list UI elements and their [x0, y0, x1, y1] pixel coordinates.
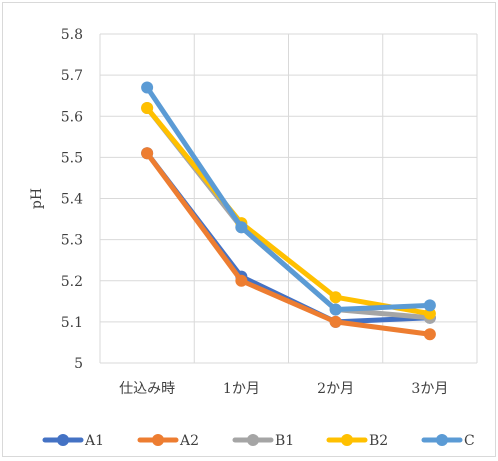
- y-tick-label: 5.3: [61, 233, 83, 249]
- chart-container: 5 5.1 5.2 5.3 5.4 5.5 5.6 5.7 5.8 仕込み時 1か月 2か月 3か月 …: [2, 2, 496, 457]
- legend-item: A2: [137, 433, 199, 449]
- series-line: [144, 150, 433, 337]
- series-lines: [141, 81, 436, 341]
- data-point: [423, 307, 436, 320]
- data-point: [235, 221, 248, 234]
- legend-item: B2: [326, 433, 388, 449]
- legend: A1 A2 B1 B2 C: [42, 433, 475, 449]
- legend-label: C: [464, 433, 475, 449]
- legend-swatch-marker: [436, 434, 448, 446]
- data-point: [423, 299, 436, 312]
- data-point: [141, 102, 154, 115]
- legend-label: B1: [275, 433, 294, 449]
- data-point: [141, 147, 154, 160]
- y-tick-label: 5.5: [61, 150, 83, 166]
- data-point: [141, 81, 154, 94]
- legend-label: A2: [179, 433, 199, 449]
- y-tick-label: 5.6: [61, 109, 83, 125]
- x-tick-label: 2か月: [317, 381, 354, 397]
- legend-item: B1: [232, 433, 294, 449]
- x-tick-label: 1か月: [223, 381, 260, 397]
- x-axis-ticks: 仕込み時 1か月 2か月 3か月: [119, 381, 448, 397]
- legend-item: A1: [42, 433, 104, 449]
- series-c: [141, 81, 436, 316]
- legend-swatch-marker: [152, 434, 164, 446]
- legend-swatch-marker: [57, 434, 69, 446]
- data-point: [235, 274, 248, 287]
- x-tick-label: 仕込み時: [119, 381, 175, 397]
- y-axis-title: pH: [29, 188, 45, 209]
- y-tick-label: 5.4: [61, 192, 83, 208]
- data-point: [329, 303, 342, 316]
- data-point: [329, 315, 342, 328]
- data-point: [423, 328, 436, 341]
- legend-swatch-marker: [247, 434, 259, 446]
- y-axis-ticks: 5 5.1 5.2 5.3 5.4 5.5 5.6 5.7 5.8: [61, 27, 83, 372]
- y-tick-label: 5.7: [61, 68, 83, 84]
- series-line: [144, 84, 433, 313]
- y-tick-label: 5.2: [61, 274, 83, 290]
- legend-label: A1: [84, 433, 104, 449]
- y-tick-label: 5: [74, 356, 83, 372]
- legend-item: C: [421, 433, 475, 449]
- line-chart: 55.15.25.35.45.55.65.75.8 仕込み時 1か月 2か月 3か月 …: [29, 27, 478, 449]
- x-tick-label: 3か月: [411, 381, 448, 397]
- y-tick-label: 5.8: [61, 27, 83, 43]
- data-point: [329, 291, 342, 304]
- series-a2: [141, 147, 436, 341]
- legend-swatch-marker: [341, 434, 353, 446]
- legend-label: B2: [369, 433, 388, 449]
- y-tick-label: 5.1: [61, 315, 83, 331]
